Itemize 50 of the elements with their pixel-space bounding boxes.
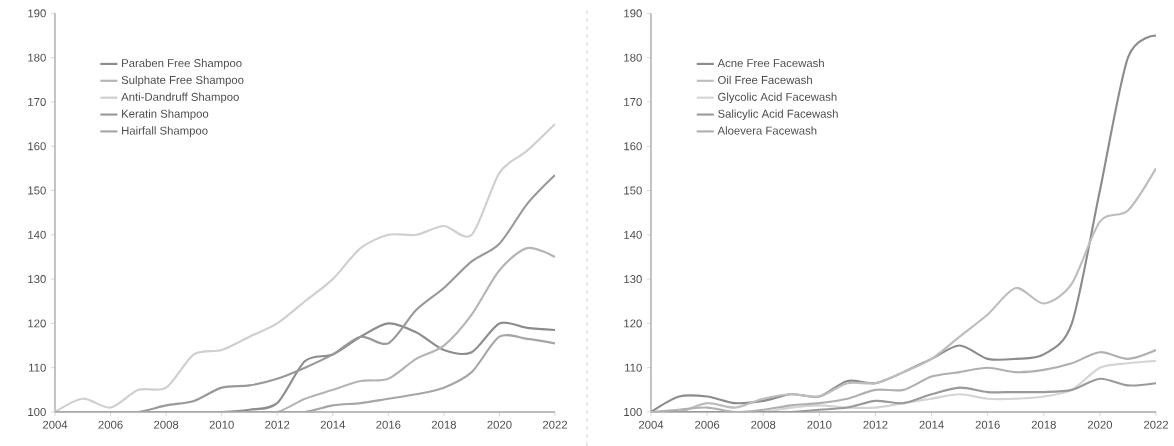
x-tick-label: 2018 [431,420,457,429]
legend-label: Aloevera Facewash [717,126,817,135]
y-tick-label: 170 [28,97,46,106]
y-tick-label: 110 [625,363,642,372]
x-tick-label: 2006 [695,420,720,429]
x-tick-label: 2008 [154,420,179,429]
legend-label: Paraben Free Shampoo [122,58,242,70]
x-tick-label: 2006 [98,420,123,429]
y-tick-label: 120 [624,319,642,328]
x-tick-label: 2020 [1087,420,1113,429]
x-tick-label: 2014 [320,420,346,429]
x-tick-label: 2010 [209,420,234,429]
y-tick-label: 170 [624,97,642,106]
legend-label: Sulphate Free Shampoo [121,75,244,87]
legend-label: Acne Free Facewash [717,58,824,67]
x-tick-label: 2016 [376,420,401,429]
x-tick-label: 2004 [42,420,68,429]
y-tick-label: 160 [28,142,46,151]
x-tick-label: 2020 [487,420,512,429]
x-tick-label: 2004 [638,420,664,429]
y-tick-label: 150 [624,186,642,195]
y-tick-label: 190 [624,9,642,18]
y-tick-label: 180 [28,53,46,62]
legend-label: Glycolic Acid Facewash [718,92,837,103]
y-tick-label: 140 [624,230,642,239]
x-tick-label: 2008 [751,420,776,429]
y-tick-label: 150 [28,186,46,195]
legend-label: Keratin Shampoo [122,109,209,120]
legend-label: Oil Free Facewash [718,75,812,84]
x-tick-label: 2022 [1143,420,1169,429]
x-tick-label: 2012 [265,420,290,429]
x-tick-label: 2010 [807,420,832,429]
y-tick-label: 110 [29,363,46,372]
y-tick-label: 120 [28,319,46,328]
y-tick-label: 180 [624,53,642,62]
x-tick-label: 2016 [975,420,1000,429]
y-tick-label: 130 [624,274,642,283]
y-tick-label: 130 [28,274,46,283]
legend-label: Hairfall Shampoo [122,126,208,137]
legend-label: Salicylic Acid Facewash [718,109,838,120]
y-tick-label: 160 [624,142,642,151]
x-tick-label: 2014 [919,420,944,429]
legend-label: Anti-Dandruff Shampoo [121,92,239,103]
y-tick-label: 100 [28,407,46,416]
y-tick-label: 190 [28,9,46,18]
x-tick-label: 2012 [863,420,888,429]
y-tick-label: 140 [28,230,46,239]
x-tick-label: 2018 [1031,420,1056,429]
x-tick-label: 2022 [542,420,568,429]
y-tick-label: 100 [624,407,642,416]
